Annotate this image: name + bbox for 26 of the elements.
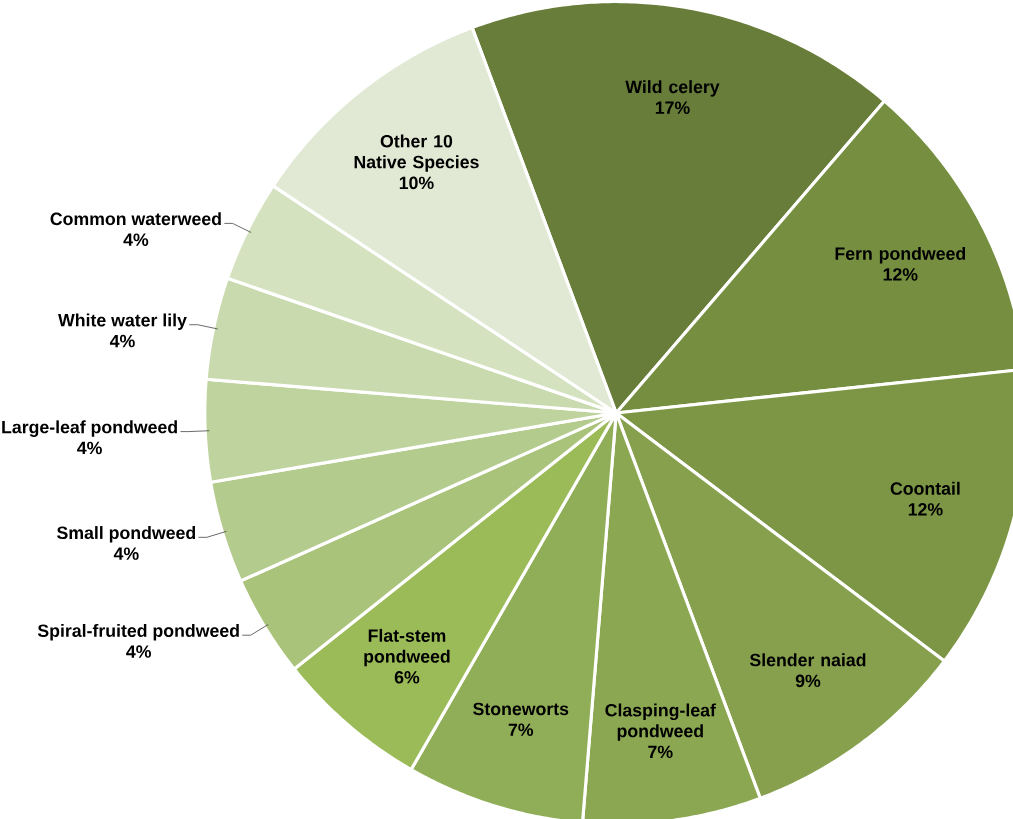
data-label: 6% [394,670,420,684]
slice-label: Clasping-leaf pondweed [605,703,716,741]
data-label: 12% [883,268,918,281]
data-label: 4% [109,334,135,348]
slice-label: Fern pondweed [835,246,966,264]
slice-label: Wild celery [625,80,720,97]
slice-label: Flat-stem pondweed [364,628,450,667]
slice-label: Spiral-fruited pondweed [37,623,239,641]
data-label: 7% [648,745,673,759]
data-label: 4% [77,441,102,455]
slice-label: Small pondweed [57,526,196,543]
data-label: 17% [655,101,690,114]
data-label: 7% [508,723,534,736]
data-label: 4% [113,547,139,560]
slice-label: Other 10 Native Species [354,134,479,172]
slice-label: Large-leaf pondweed [2,420,177,437]
data-label: 4% [123,233,149,246]
slice-label: Common waterweed [50,212,221,226]
slice-label: White water lily [58,313,187,330]
slice-label: Stoneworts [473,702,569,716]
data-label: 4% [126,645,151,658]
slice-label: Slender naiad [749,653,866,667]
data-label: 10% [399,176,434,190]
data-label: 9% [795,674,821,688]
data-label: 12% [908,503,943,516]
slice-label: Coontail [890,481,960,495]
